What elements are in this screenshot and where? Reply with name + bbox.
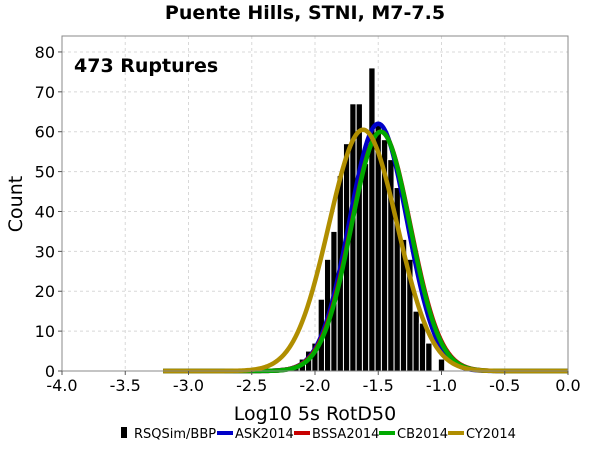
x-tick-label: -3.0 [173,376,204,395]
x-tick-label: -4.0 [46,376,77,395]
histogram-bar [418,322,427,372]
histogram-bar [437,358,446,372]
histogram-bar [355,103,363,372]
x-tick-label: -0.5 [489,376,520,395]
y-tick-label: 40 [35,202,55,221]
histogram-bars [292,67,446,372]
legend-label: RSQSim/BBP [134,427,216,442]
histogram-bar [425,342,433,372]
x-tick-label: -2.0 [299,376,330,395]
y-tick-label: 0 [45,362,55,381]
y-tick-label: 20 [35,282,55,301]
legend: RSQSim/BBP ASK2014 BSSA2014 CB2014 CY2014 [121,427,516,442]
y-tick-label: 60 [35,123,55,142]
y-axis-ticks: 0 10 20 30 40 50 60 70 80 [35,43,62,381]
y-axis-label: Count [5,176,27,232]
legend-item-ask2014: ASK2014 [217,427,294,442]
legend-item-cy2014: CY2014 [448,427,516,442]
y-tick-label: 50 [35,163,55,182]
rupture-count-annotation: 473 Ruptures [74,55,218,77]
histogram-bar [412,310,420,372]
legend-item-rsqsim-bbp: RSQSim/BBP [121,427,216,442]
y-tick-label: 70 [35,83,55,102]
x-tick-label: -1.0 [426,376,457,395]
x-tick-label: -3.5 [110,376,141,395]
legend-label: ASK2014 [235,427,294,442]
y-tick-label: 30 [35,242,55,261]
chart-title: Puente Hills, STNI, M7-7.5 [165,2,445,24]
histogram-bar [361,163,370,372]
x-axis-ticks: -4.0 -3.5 -3.0 -2.5 -2.0 -1.5 -1.0 -0.5 0.0 [46,371,581,395]
legend-item-cb2014: CB2014 [379,427,448,442]
legend-swatch [121,427,127,438]
x-tick-label: -1.5 [363,376,394,395]
y-tick-label: 10 [35,322,55,341]
legend-label: CB2014 [397,427,448,442]
histogram-bar [368,67,376,372]
x-tick-label: 0.0 [555,376,580,395]
x-axis-label: Log10 5s RotD50 [234,403,396,425]
x-tick-label: -2.5 [236,376,267,395]
legend-label: CY2014 [466,427,516,442]
legend-label: BSSA2014 [312,427,379,442]
y-tick-label: 80 [35,43,55,62]
legend-item-bssa2014: BSSA2014 [294,427,379,442]
grid [61,36,569,372]
